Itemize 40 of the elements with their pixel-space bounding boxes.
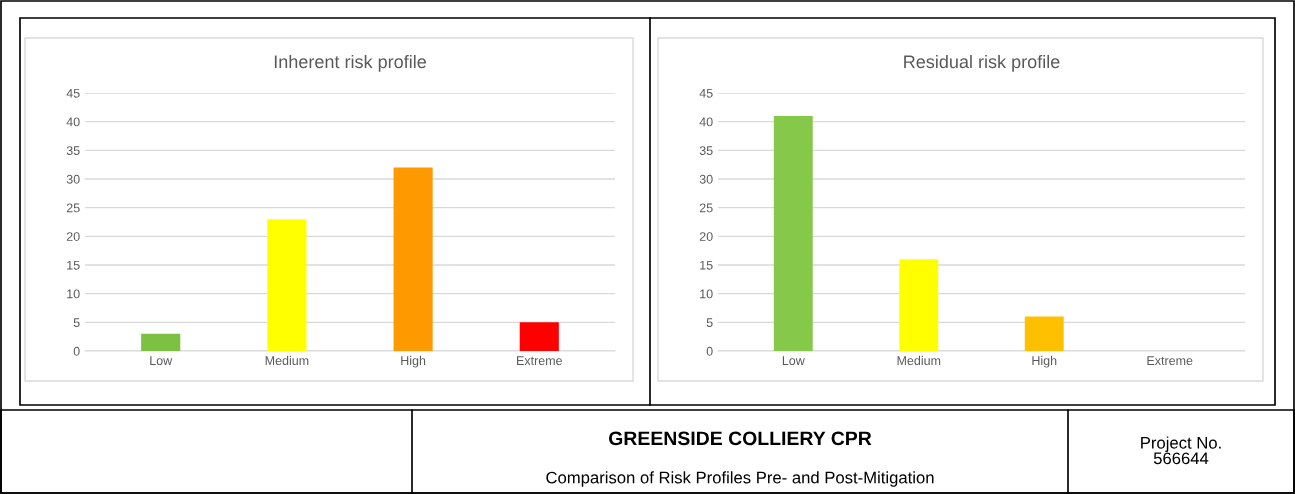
x-tick-label: Low [782, 356, 805, 366]
y-tick-label: 30 [699, 174, 713, 184]
y-tick-label: 35 [66, 146, 80, 155]
x-tick-label: High [1032, 355, 1057, 368]
y-tick-label: 5 [706, 318, 713, 327]
y-tick-label: 0 [73, 346, 80, 356]
y-tick-label: 35 [699, 146, 713, 155]
y-tick-label: 0 [706, 346, 713, 356]
text: GREENSIDE COLLIERY CPR [608, 431, 872, 446]
y-tick-label: 40 [699, 117, 713, 127]
y-tick-label: 5 [73, 318, 80, 327]
x-tick-label: Low [150, 356, 173, 366]
y-tick-label: 15 [700, 260, 713, 270]
text: Comparison of Risk Profiles Pre- and Post-Mitigation [546, 471, 934, 487]
x-tick-label: Extreme [1147, 356, 1193, 366]
x-tick-label: Medium [265, 355, 309, 366]
y-tick-label: 40 [66, 117, 80, 127]
bar [267, 219, 307, 351]
x-tick-label: Medium [897, 355, 941, 366]
y-tick-label: 15 [67, 260, 80, 270]
y-tick-label: 25 [699, 203, 713, 213]
y-tick-label: 10 [700, 289, 713, 299]
y-tick-label: 10 [67, 289, 80, 299]
bar [393, 167, 433, 351]
bar [899, 259, 939, 351]
x-tick-label: Extreme [517, 356, 562, 366]
chart-title: Residual risk profile [904, 54, 1060, 72]
bar [773, 115, 813, 351]
x-tick-label: High [401, 355, 426, 368]
chart-title: Inherent risk profile [274, 54, 426, 72]
bar [519, 322, 559, 351]
y-tick-label: 45 [699, 88, 713, 98]
y-tick-label: 30 [66, 174, 80, 184]
y-tick-label: 25 [66, 203, 80, 213]
y-tick-label: 20 [66, 232, 80, 241]
bar [1024, 316, 1064, 351]
text: Project No. 566644 [1141, 436, 1221, 465]
bar [141, 333, 181, 351]
y-tick-label: 45 [66, 88, 80, 98]
y-tick-label: 20 [699, 232, 713, 241]
